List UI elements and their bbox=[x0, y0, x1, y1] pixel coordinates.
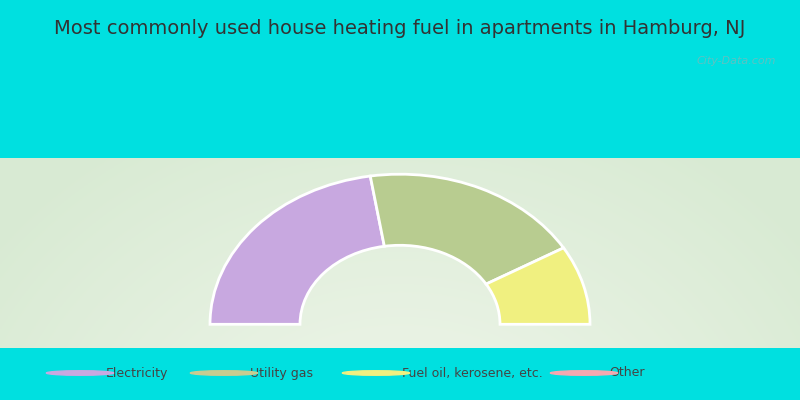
Wedge shape bbox=[486, 248, 590, 324]
Text: City-Data.com: City-Data.com bbox=[697, 56, 776, 66]
Wedge shape bbox=[370, 174, 563, 284]
Text: Most commonly used house heating fuel in apartments in Hamburg, NJ: Most commonly used house heating fuel in… bbox=[54, 18, 746, 38]
Text: Electricity: Electricity bbox=[106, 366, 168, 380]
Text: Other: Other bbox=[610, 366, 645, 380]
Circle shape bbox=[190, 371, 258, 375]
Text: Fuel oil, kerosene, etc.: Fuel oil, kerosene, etc. bbox=[402, 366, 542, 380]
Circle shape bbox=[342, 371, 410, 375]
Text: Utility gas: Utility gas bbox=[250, 366, 313, 380]
Circle shape bbox=[46, 371, 114, 375]
Wedge shape bbox=[210, 176, 384, 324]
Circle shape bbox=[550, 371, 618, 375]
